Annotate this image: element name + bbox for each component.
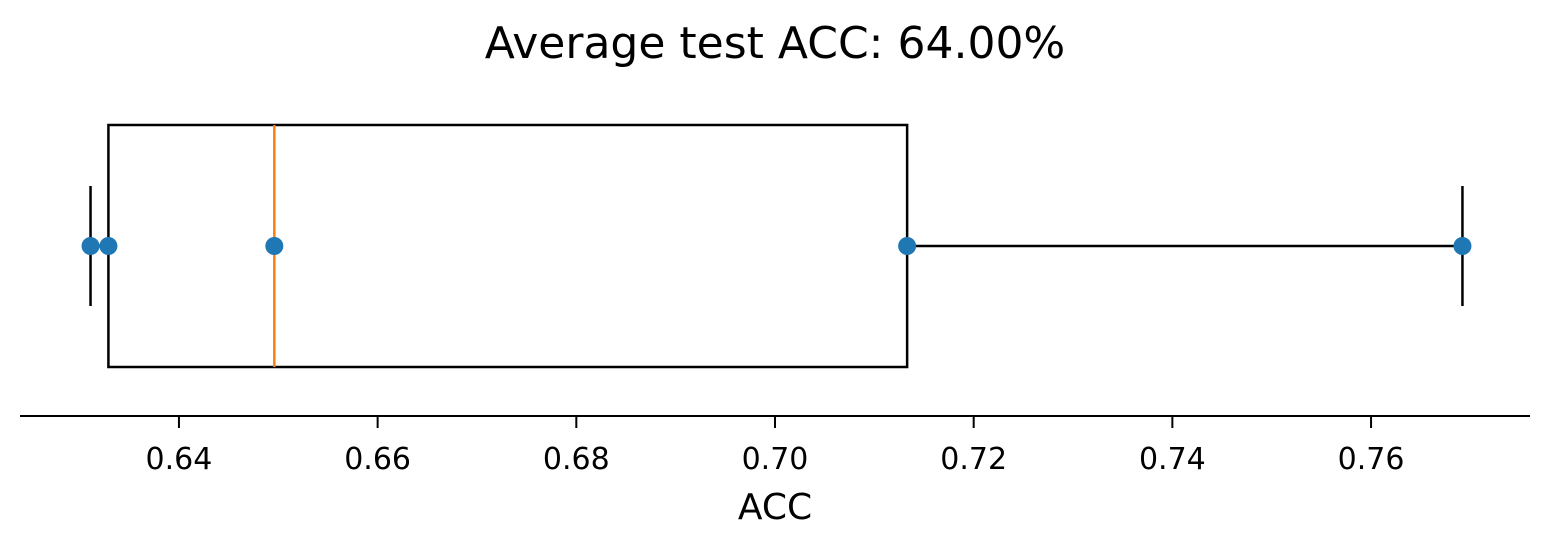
x-tick-label-6: 0.74 <box>1139 442 1206 477</box>
plot-area <box>81 123 1472 369</box>
x-tick-label-3: 0.68 <box>543 442 610 477</box>
data-point-2 <box>99 237 118 255</box>
data-point-1 <box>81 237 100 255</box>
x-tick-label-4: 0.70 <box>742 442 809 477</box>
x-tick-label-1: 0.64 <box>146 442 213 477</box>
x-axis-label: ACC <box>738 487 812 528</box>
iqr-box <box>107 123 909 369</box>
x-tick-label-2: 0.66 <box>344 442 411 477</box>
x-tick-label-7: 0.76 <box>1338 442 1405 477</box>
data-point-3 <box>265 237 284 255</box>
data-point-4 <box>898 237 917 255</box>
data-point-5 <box>1453 237 1472 255</box>
x-tick-label-5: 0.72 <box>940 442 1007 477</box>
chart-title: Average test ACC: 64.00% <box>485 18 1066 69</box>
x-axis: 0.64 0.66 0.68 0.70 0.72 0.74 0.76 <box>20 415 1530 477</box>
